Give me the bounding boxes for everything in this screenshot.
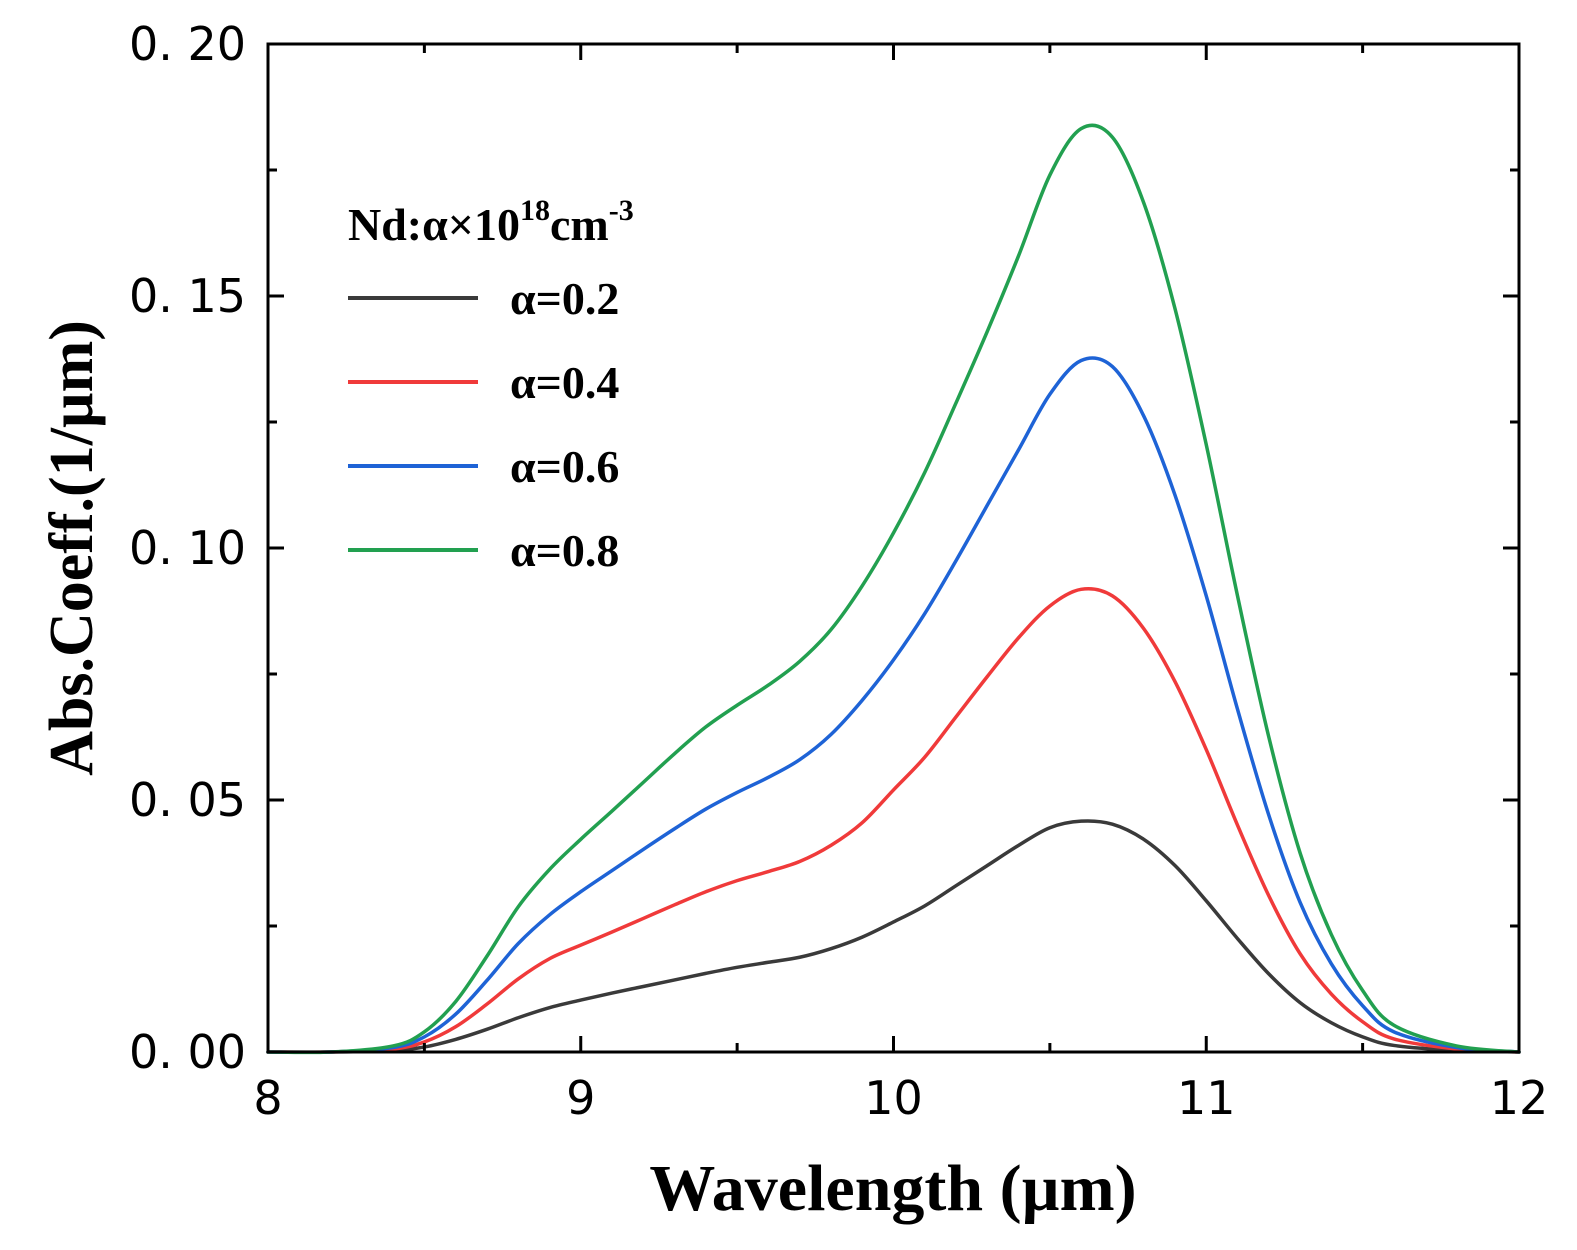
x-tick-label-2: 10: [864, 1071, 923, 1125]
legend-title-main: Nd:α×10: [348, 199, 520, 250]
series-line-4: [266, 123, 1521, 1055]
series-line-2: [266, 586, 1521, 1054]
x-axis-title: Wavelength (µm): [649, 1152, 1136, 1225]
legend-label-1: α=0.2: [510, 273, 619, 324]
x-tick-label-4: 12: [1490, 1071, 1549, 1125]
y-tick-label-0: 0. 00: [129, 1025, 246, 1079]
x-tick-label-1: 9: [566, 1071, 595, 1125]
legend-title-exponent-2: -3: [609, 194, 634, 227]
legend-label-2: α=0.4: [510, 357, 619, 408]
tick-layer: [266, 42, 1521, 1054]
legend-label-3: α=0.6: [510, 441, 619, 492]
y-tick-label-3: 0. 15: [129, 269, 246, 323]
y-tick-label-4: 0. 20: [129, 17, 246, 71]
x-tick-label-3: 11: [1177, 1071, 1236, 1125]
legend: Nd:α×1018cm-3 α=0.2 α=0.4 α=0.6 α=0.8: [348, 194, 634, 576]
y-tick-label-2: 0. 10: [129, 521, 246, 575]
x-tick-label-0: 8: [253, 1071, 282, 1125]
legend-entries: α=0.2 α=0.4 α=0.6 α=0.8: [348, 273, 619, 576]
legend-title: Nd:α×1018cm-3: [348, 194, 634, 250]
series-layer: [266, 123, 1521, 1055]
legend-title-unit: cm: [550, 199, 609, 250]
series-line-3: [266, 356, 1521, 1055]
legend-title-exponent-1: 18: [520, 194, 550, 227]
y-tick-label-1: 0. 05: [129, 773, 246, 827]
y-axis-title: Abs.Coeff.(1/µm): [38, 320, 106, 776]
tick-label-layer: 8 9 10 11 12 0. 00 0. 05 0. 10 0. 15 0. 20: [129, 17, 1548, 1125]
series-line-1: [266, 819, 1521, 1054]
legend-label-4: α=0.8: [510, 525, 619, 576]
